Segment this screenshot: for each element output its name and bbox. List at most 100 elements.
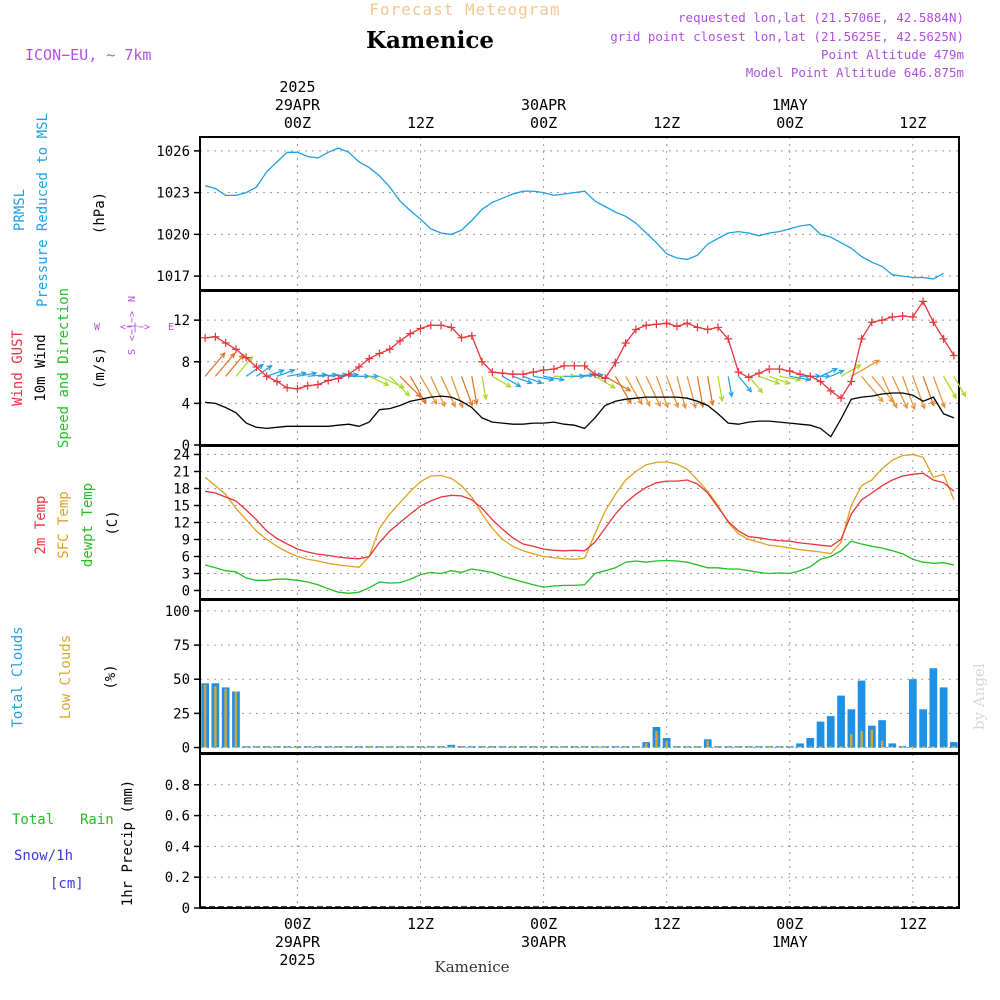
- wind-arrow: [399, 375, 421, 398]
- low-cloud-bar: [542, 746, 545, 748]
- wind-arrow-head: [257, 363, 265, 370]
- wind-arrow-head: [746, 386, 753, 393]
- wind-arrow-head: [579, 373, 586, 380]
- y-tick-label: 0.8: [165, 778, 190, 794]
- wind-arrow: [512, 375, 532, 384]
- pressure-unit: (hPa): [92, 192, 108, 234]
- wind-arrow: [748, 375, 763, 393]
- gust-marker: [560, 361, 569, 370]
- wind-arrow-head: [873, 359, 881, 365]
- wind-arrow-head: [609, 383, 616, 389]
- low-cloud-bar: [891, 746, 894, 748]
- panel-frame: [199, 136, 960, 291]
- low-cloud-bar: [737, 746, 740, 748]
- y-tick-label: 6: [182, 550, 190, 566]
- total-cloud-bar: [796, 743, 804, 748]
- low-cloud-bar: [316, 746, 320, 748]
- gust-marker: [775, 365, 784, 374]
- low-cloud-bar: [614, 746, 617, 748]
- gust-marker: [919, 297, 928, 306]
- gust-marker: [703, 325, 712, 334]
- bottom-time-label: 12Z: [899, 915, 926, 933]
- gust-marker: [929, 318, 938, 327]
- wind-arrow-head: [951, 392, 957, 400]
- low-cloud-bar: [429, 746, 432, 748]
- total-cloud-bar: [847, 709, 856, 748]
- wind-arrow-head: [920, 403, 926, 410]
- y-tick-label: 0.6: [165, 809, 190, 825]
- prmsl-line: [204, 147, 944, 280]
- gust-marker: [580, 361, 589, 370]
- gust-marker: [375, 349, 384, 358]
- wind-arrow: [389, 375, 410, 397]
- gust-marker: [683, 319, 692, 328]
- credit-label: by Angel: [970, 663, 988, 730]
- wind-arrow-head: [877, 396, 884, 403]
- snow-label: Snow/1h: [14, 848, 73, 864]
- low-cloud-bar: [634, 746, 638, 748]
- gust-marker: [252, 362, 261, 371]
- gust-marker: [262, 372, 271, 381]
- low-cloud-bar: [357, 746, 361, 748]
- gust-marker: [765, 365, 774, 374]
- bottom-time-label: 00Z: [284, 915, 311, 933]
- gust-marker: [272, 377, 281, 386]
- gust-marker: [724, 334, 733, 343]
- precip-labels: Total Rain Snow/1h [cm] 1hr Precip (mm): [12, 780, 136, 906]
- wind-arrow: [440, 376, 456, 407]
- wind-arrow-head: [673, 402, 680, 409]
- sfc-temp-label: SFC Temp: [56, 491, 72, 558]
- panel-frame: [199, 290, 960, 446]
- wind-arrow-head: [728, 391, 734, 398]
- gust-marker: [652, 320, 661, 329]
- gust-marker: [539, 366, 548, 375]
- panel-frame: [199, 753, 960, 909]
- requested-coords: requested lon,lat (21.5706E, 42.5884N): [678, 10, 964, 25]
- wind-arrow: [645, 376, 661, 407]
- gust-marker: [211, 332, 220, 341]
- low-cloud-bar: [952, 746, 956, 748]
- bottom-time-label: 1MAY: [772, 933, 808, 951]
- y-tick-label: 0: [182, 584, 190, 600]
- low-cloud-bar: [880, 740, 884, 748]
- prmsl-label: PRMSL: [12, 189, 28, 231]
- wind-arrow-head: [825, 373, 832, 380]
- wind-arrow: [655, 376, 669, 408]
- low-cloud-bar: [850, 733, 853, 748]
- wind-arrow-head: [515, 382, 522, 388]
- sfc-temp-line: [204, 453, 955, 568]
- low-cloud-bar: [819, 746, 822, 748]
- dewpt-label: dewpt Temp: [80, 483, 96, 567]
- wind-arrow-head: [229, 352, 236, 359]
- wind-arrow: [502, 375, 521, 388]
- low-cloud-bar: [224, 688, 227, 748]
- wind-arrow: [522, 375, 543, 384]
- wind-arrow: [943, 376, 957, 399]
- wind-arrow-head: [929, 400, 935, 407]
- wind-arrow: [727, 376, 733, 397]
- gust-marker: [611, 358, 620, 367]
- gust-marker: [857, 334, 866, 343]
- clouds-panel: 0 25 50 75 100: [165, 599, 960, 757]
- t2m-label: 2m Temp: [33, 495, 49, 554]
- low-cloud-bar: [829, 746, 832, 748]
- low-cloud-bar: [255, 746, 258, 748]
- total-cloud-bar: [919, 709, 927, 748]
- wind-arrow-head: [637, 399, 643, 406]
- compass-ns-arrow: <−|−>: [127, 311, 138, 341]
- wind-arrow: [871, 375, 894, 403]
- wind-arrow: [256, 365, 272, 377]
- low-cloud-bar: [778, 746, 781, 748]
- wind-arrow: [625, 376, 643, 405]
- wind-arrow-head: [655, 401, 661, 408]
- low-cloud-bar: [593, 746, 597, 748]
- bottom-time-label: 30APR: [521, 933, 567, 951]
- low-cloud-bar: [532, 746, 535, 748]
- wind-arrow: [717, 376, 723, 402]
- wind-arrow-head: [831, 368, 839, 373]
- wind10m-label: 10m Wind: [33, 334, 49, 401]
- low-clouds-label: Low Clouds: [58, 635, 74, 719]
